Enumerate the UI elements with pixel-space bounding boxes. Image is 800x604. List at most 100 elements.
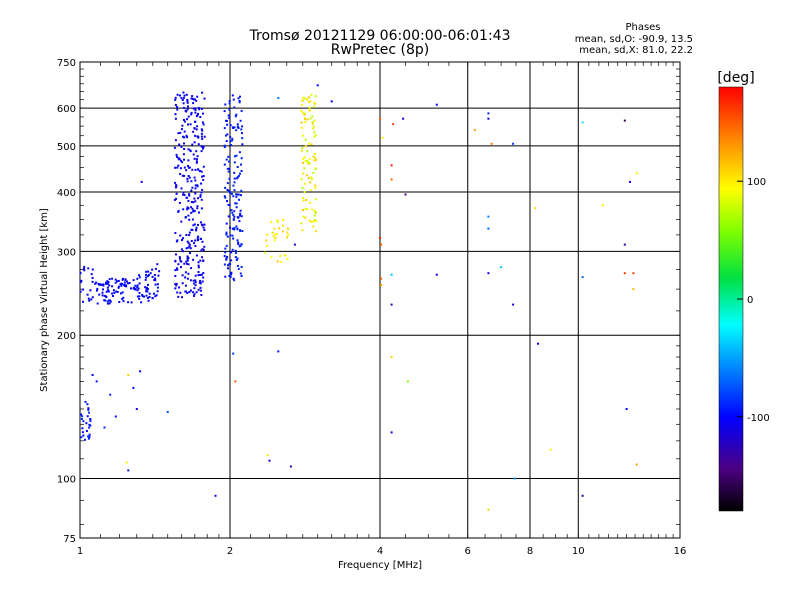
data-point [179, 131, 182, 134]
data-point [177, 263, 180, 266]
data-point [194, 111, 197, 114]
data-point [175, 153, 178, 156]
data-point [187, 246, 190, 249]
data-point [134, 284, 137, 287]
data-point [308, 106, 311, 109]
data-point [229, 234, 232, 237]
data-point [184, 109, 187, 112]
data-point [197, 168, 199, 171]
data-point [276, 260, 279, 263]
data-point [200, 150, 203, 153]
colorbar-ticks: 100 0 -100 [737, 177, 770, 424]
data-point [276, 221, 279, 224]
data-point [232, 352, 235, 355]
data-point [228, 167, 231, 170]
data-point [237, 216, 240, 219]
data-point [199, 282, 202, 285]
data-point [108, 278, 111, 281]
data-point [156, 263, 159, 266]
data-point [199, 116, 202, 118]
data-point [154, 267, 157, 270]
data-point [223, 263, 226, 266]
data-point [182, 250, 184, 253]
data-point [157, 274, 160, 277]
data-point [238, 100, 241, 102]
data-point [549, 448, 552, 451]
data-point [174, 113, 177, 116]
data-point [186, 255, 189, 258]
data-point [308, 158, 311, 160]
data-point [176, 239, 179, 242]
data-point [89, 424, 92, 427]
data-point [223, 110, 226, 113]
stats-header: Phases [625, 22, 660, 33]
data-point [315, 219, 318, 222]
data-point [229, 136, 232, 139]
data-point [311, 121, 314, 124]
data-point [85, 422, 88, 425]
data-point [107, 290, 110, 293]
data-point [174, 287, 177, 290]
data-point [234, 256, 237, 259]
data-point [147, 275, 150, 278]
data-point [236, 176, 239, 179]
data-point [184, 276, 187, 279]
data-point [203, 97, 206, 100]
data-point [174, 275, 177, 277]
data-point [105, 296, 108, 299]
data-point [180, 128, 183, 131]
data-point [121, 278, 124, 281]
data-point [174, 269, 177, 272]
data-point [199, 195, 202, 198]
data-point [238, 198, 240, 201]
data-point [314, 134, 317, 137]
y-tick-label: 200 [57, 331, 76, 342]
data-point [82, 288, 85, 291]
data-point [233, 161, 236, 164]
data-point [195, 150, 198, 153]
data-point [304, 216, 307, 219]
data-point [228, 177, 231, 180]
data-point [197, 271, 200, 273]
data-point [185, 134, 188, 137]
data-point [88, 435, 91, 438]
data-point [237, 193, 240, 196]
y-axis-label: Stationary phase Virtual Height [km] [39, 208, 50, 392]
data-point [179, 260, 182, 263]
data-point [300, 222, 303, 225]
data-point [270, 221, 273, 224]
data-point [194, 239, 197, 242]
data-point [121, 298, 124, 300]
colorbar-tick-label: 0 [747, 295, 753, 306]
data-point [96, 302, 99, 305]
data-point [136, 286, 139, 289]
data-point [179, 234, 182, 237]
data-point [233, 189, 236, 192]
data-point [114, 278, 117, 281]
data-point [198, 108, 201, 111]
data-point [91, 277, 94, 279]
data-point [200, 128, 203, 131]
data-point [379, 117, 381, 120]
data-point [228, 117, 231, 120]
data-point [226, 235, 229, 238]
data-point [227, 189, 230, 192]
data-point [138, 291, 141, 294]
data-point [194, 109, 197, 111]
data-point [300, 109, 303, 112]
data-point [145, 276, 148, 279]
data-point [183, 166, 186, 169]
data-point [231, 139, 234, 142]
data-point [233, 227, 236, 230]
data-point [80, 413, 82, 416]
data-point [189, 247, 192, 250]
data-point [176, 291, 179, 294]
x-tick-label: 4 [377, 546, 383, 557]
data-point [196, 207, 199, 210]
data-point [182, 237, 184, 240]
data-point [118, 301, 121, 303]
data-point [102, 288, 104, 291]
data-point [140, 180, 143, 183]
data-point [153, 274, 156, 276]
